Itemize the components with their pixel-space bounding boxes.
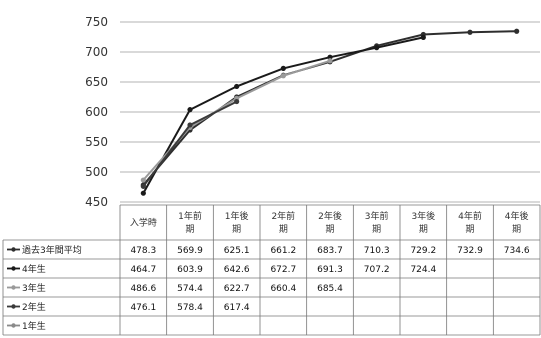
data-point — [420, 34, 426, 40]
y-tick-label: 650 — [85, 75, 108, 89]
series-line — [142, 59, 331, 181]
data-label: 710.3 — [364, 246, 390, 256]
y-tick-label: 750 — [85, 15, 108, 29]
data-label: 478.3 — [130, 246, 156, 256]
data-label: 476.1 — [130, 303, 156, 313]
data-point — [187, 107, 193, 113]
data-point — [140, 190, 146, 196]
data-label: 729.2 — [410, 246, 436, 256]
x-category-label: 3年前期 — [365, 210, 389, 235]
data-label: 732.9 — [457, 246, 483, 256]
series-name: 1年生 — [22, 320, 46, 332]
data-label: 603.9 — [177, 265, 203, 275]
data-label: 707.2 — [364, 265, 390, 275]
data-label: 486.6 — [130, 284, 156, 294]
data-label: 625.1 — [224, 246, 250, 256]
data-label: 574.4 — [177, 284, 203, 294]
data-label: 685.4 — [317, 284, 343, 294]
legend-marker — [11, 266, 16, 271]
legend-marker — [11, 247, 16, 252]
data-point — [187, 122, 193, 128]
data-label: 660.4 — [270, 284, 296, 294]
x-category-label: 2年前期 — [271, 210, 295, 235]
data-label: 617.4 — [224, 303, 250, 313]
y-tick-label: 700 — [85, 45, 108, 59]
x-category-label: 4年後期 — [505, 210, 529, 235]
series-line — [142, 36, 424, 194]
data-point — [374, 45, 380, 51]
data-label: 569.9 — [177, 246, 203, 256]
y-tick-label: 500 — [85, 165, 108, 179]
series-name: 4年生 — [22, 263, 46, 275]
x-category-label: 2年後期 — [318, 210, 342, 235]
legend-marker — [11, 323, 16, 328]
x-category-label: 4年前期 — [458, 210, 482, 235]
data-point — [234, 83, 240, 90]
data-point — [467, 29, 473, 35]
data-label: 691.3 — [317, 265, 343, 275]
x-category-label: 3年後期 — [411, 210, 435, 235]
series-line — [142, 30, 517, 186]
gridlines — [120, 21, 540, 203]
y-axis-ticks: 450 500 550 600 650 700 750 — [85, 15, 108, 209]
data-label: 578.4 — [177, 303, 203, 313]
series-name: 2年生 — [22, 301, 46, 313]
y-tick-label: 550 — [85, 135, 108, 149]
series-lines — [140, 28, 520, 196]
data-label: 464.7 — [130, 265, 156, 275]
data-label: 734.6 — [504, 246, 530, 256]
legend-marker — [11, 304, 16, 309]
series-name: 過去3年間平均 — [22, 244, 82, 256]
series-line — [142, 100, 238, 187]
data-point — [280, 73, 286, 79]
data-point — [514, 28, 520, 34]
y-tick-label: 450 — [85, 195, 108, 209]
data-table: 入学時 1年前期 1年後期 2年前期 2年後期 3年前期 3年後期 4年前期 4年後期過去3年間… — [2, 204, 541, 336]
data-point — [140, 177, 146, 183]
data-label: 724.4 — [410, 265, 436, 275]
data-label: 661.2 — [270, 246, 296, 256]
y-tick-label: 600 — [85, 105, 108, 119]
data-label: 672.7 — [270, 265, 296, 275]
x-category-label: 1年前期 — [178, 210, 202, 235]
data-label: 683.7 — [317, 246, 343, 256]
data-point — [280, 65, 286, 71]
data-point — [234, 98, 240, 105]
data-label: 622.7 — [224, 284, 250, 294]
x-category-label: 1年後期 — [225, 210, 249, 235]
legend-marker — [11, 285, 16, 290]
x-category-label: 入学時 — [130, 217, 157, 229]
data-point — [327, 58, 333, 64]
data-point — [140, 183, 146, 189]
data-label: 642.6 — [224, 265, 250, 275]
series-name: 3年生 — [22, 282, 46, 294]
